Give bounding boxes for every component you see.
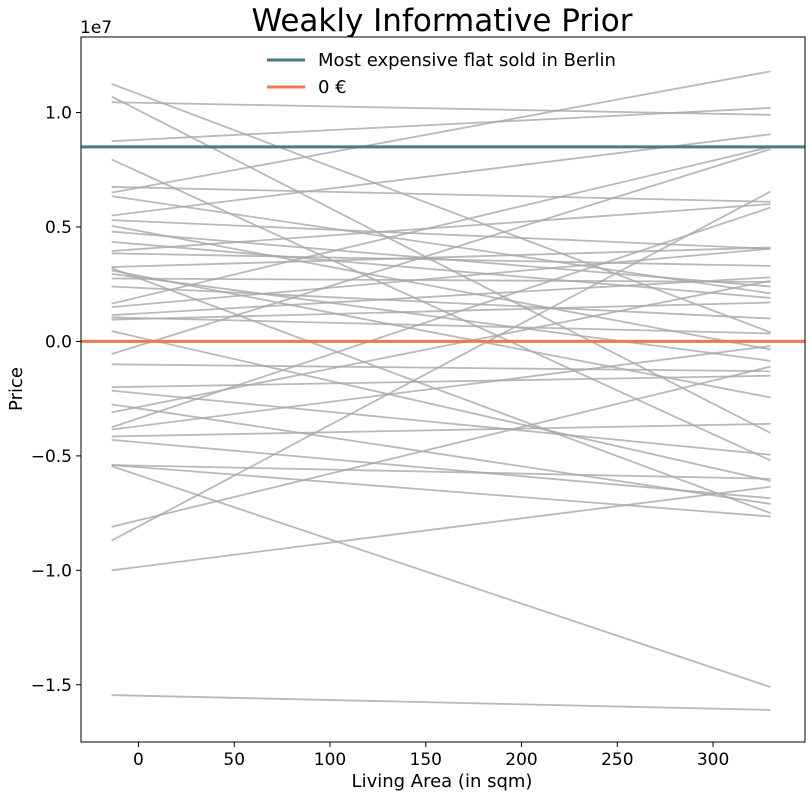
prior-line-25 [111, 301, 771, 321]
prior-line-37 [111, 464, 771, 518]
prior-line-4 [111, 158, 771, 462]
x-tick-label: 250 [601, 750, 633, 770]
x-tick-label: 0 [133, 750, 144, 770]
x-tick-label: 50 [223, 750, 245, 770]
prior-line-27 [111, 148, 771, 355]
prior-line-0 [111, 83, 771, 334]
chart-title: Weakly Informative Prior [252, 3, 633, 39]
y-tick-label: 0.0 [45, 332, 72, 352]
y-axis-offset-label: 1e7 [80, 18, 112, 38]
x-tick-label: 200 [505, 750, 537, 770]
legend-label-1: 0 € [318, 77, 347, 98]
prior-line-19 [111, 277, 771, 283]
x-tick-label: 100 [314, 750, 346, 770]
prior-line-39 [111, 365, 771, 528]
prior-lines-group [111, 70, 771, 711]
y-axis-ticks: −1.5 −1.0 −0.5 0.0 0.5 1.0 [31, 104, 81, 696]
reference-lines-group [81, 145, 805, 343]
prior-line-3 [111, 107, 771, 143]
y-tick-label: 1.0 [45, 104, 72, 124]
prior-line-6 [111, 70, 771, 194]
y-tick-label: −1.0 [31, 561, 72, 581]
prior-line-10 [111, 224, 771, 351]
prior-line-35 [111, 422, 771, 438]
prior-line-40 [111, 190, 771, 542]
prior-line-33 [111, 206, 771, 429]
prior-line-38 [111, 465, 771, 688]
x-tick-label: 300 [697, 750, 729, 770]
y-tick-label: 0.5 [45, 218, 72, 238]
prior-line-34 [111, 345, 771, 431]
prior-line-28 [111, 363, 771, 373]
y-axis-label: Price [6, 367, 27, 411]
plot-frame [80, 36, 806, 743]
prior-line-30 [111, 389, 771, 456]
prior-line-43 [111, 464, 771, 480]
y-tick-label: −0.5 [31, 447, 72, 467]
legend-label-0: Most expensive flat sold in Berlin [318, 50, 616, 71]
prior-line-15 [111, 246, 771, 268]
prior-line-14 [111, 252, 771, 267]
x-tick-label: 150 [410, 750, 442, 770]
prior-line-41 [111, 485, 771, 572]
prior-line-13 [111, 203, 771, 252]
legend: Most expensive flat sold in Berlin 0 € [267, 50, 616, 98]
x-axis-label: Living Area (in sqm) [352, 771, 533, 792]
prior-line-36 [111, 438, 771, 500]
prior-line-5 [111, 186, 771, 203]
prior-line-20 [111, 285, 771, 320]
prior-line-31 [111, 403, 771, 505]
prior-line-12 [111, 240, 771, 299]
prior-line-29 [111, 374, 771, 389]
y-tick-label: −1.5 [31, 676, 72, 696]
prior-line-21 [111, 145, 771, 305]
prior-line-22 [111, 247, 771, 308]
x-axis-ticks: 0 50 100 150 200 250 300 [133, 742, 729, 770]
prior-line-26 [111, 330, 771, 482]
prior-line-42 [111, 694, 771, 711]
prior-line-23 [111, 276, 771, 317]
